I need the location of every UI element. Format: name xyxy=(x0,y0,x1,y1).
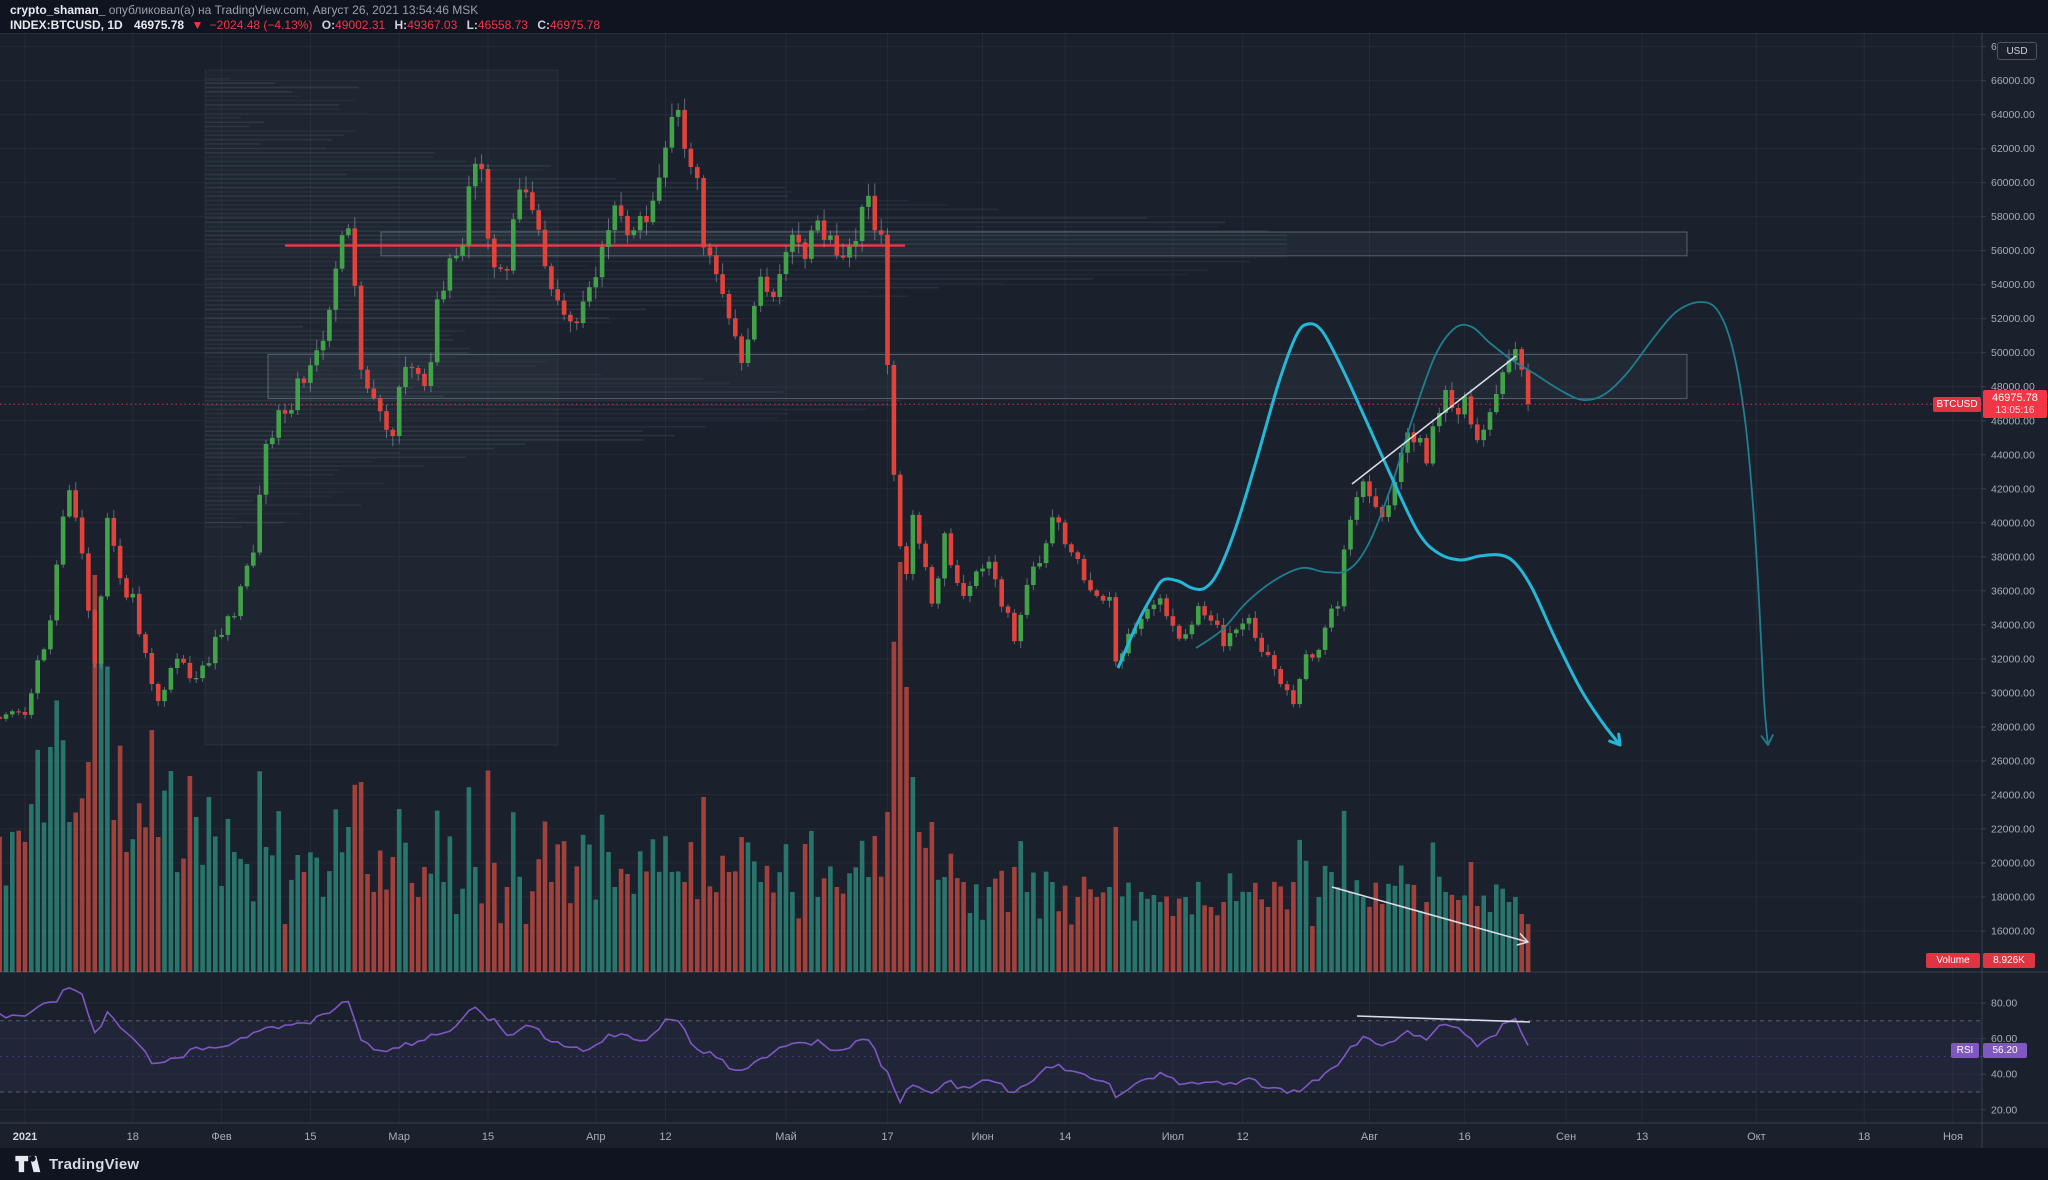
legend-low-label: L: xyxy=(466,18,478,32)
svg-text:18: 18 xyxy=(127,1131,139,1143)
svg-text:17: 17 xyxy=(881,1131,893,1143)
rsi-trendline xyxy=(1356,1015,1531,1023)
publisher-line: crypto_shaman_ опубликовал(а) на Trading… xyxy=(10,3,478,17)
svg-text:60000.00: 60000.00 xyxy=(1991,177,2035,189)
legend-open-value: 49002.31 xyxy=(335,18,386,32)
current-price-badge: 46975.78 13:05:16 xyxy=(1983,390,2047,418)
teal-projection-curve xyxy=(1195,301,1774,746)
legend-close-label: C: xyxy=(537,18,550,32)
svg-text:20000.00: 20000.00 xyxy=(1991,857,2035,869)
grid xyxy=(0,33,1982,1123)
legend-change: −2024.48 (−4.13%) xyxy=(209,18,313,32)
volume-indicator-label: Volume xyxy=(1926,953,1980,968)
svg-text:Сен: Сен xyxy=(1556,1131,1576,1143)
svg-text:Ноя: Ноя xyxy=(1943,1131,1963,1143)
svg-text:18: 18 xyxy=(1858,1131,1870,1143)
svg-text:40.00: 40.00 xyxy=(1991,1069,2017,1081)
legend-low-value: 46558.73 xyxy=(477,18,528,32)
cyan-projection-curve xyxy=(1116,322,1622,747)
volume-profile-bars xyxy=(205,78,1287,528)
svg-text:28000.00: 28000.00 xyxy=(1991,721,2035,733)
svg-text:62000.00: 62000.00 xyxy=(1991,143,2035,155)
svg-text:60.00: 60.00 xyxy=(1991,1033,2017,1045)
time-axis[interactable] xyxy=(0,1123,1982,1148)
symbol-interval[interactable]: INDEX:BTCUSD, 1D xyxy=(10,18,123,32)
svg-text:26000.00: 26000.00 xyxy=(1991,755,2035,767)
svg-text:22000.00: 22000.00 xyxy=(1991,823,2035,835)
svg-text:Окт: Окт xyxy=(1747,1131,1766,1143)
price-trendline xyxy=(1351,355,1517,485)
candles-layer xyxy=(0,98,1531,723)
svg-text:2021: 2021 xyxy=(13,1131,37,1143)
svg-text:32000.00: 32000.00 xyxy=(1991,653,2035,665)
svg-text:20.00: 20.00 xyxy=(1991,1104,2017,1116)
svg-text:12: 12 xyxy=(1237,1131,1249,1143)
svg-text:16: 16 xyxy=(1458,1131,1470,1143)
symbol-price-label: BTCUSD xyxy=(1933,397,1981,412)
publisher-name[interactable]: crypto_shaman_ xyxy=(10,3,106,17)
legend-close-value: 46975.78 xyxy=(550,18,601,32)
rsi-value-badge: 56.20 xyxy=(1983,1043,2027,1058)
price-axis-labels: 68000.0066000.0064000.0062000.0060000.00… xyxy=(1982,41,2035,1116)
pane-borders xyxy=(0,32,2048,1148)
svg-text:18000.00: 18000.00 xyxy=(1991,891,2035,903)
legend-last-price: 46975.78 xyxy=(134,18,185,32)
rsi-indicator-label: RSI xyxy=(1951,1043,1979,1058)
svg-text:Апр: Апр xyxy=(586,1131,605,1143)
volume-bars xyxy=(0,562,1531,972)
svg-text:42000.00: 42000.00 xyxy=(1991,483,2035,495)
svg-text:40000.00: 40000.00 xyxy=(1991,517,2035,529)
rsi-line xyxy=(0,987,1529,1105)
svg-text:38000.00: 38000.00 xyxy=(1991,551,2035,563)
svg-text:16000.00: 16000.00 xyxy=(1991,926,2035,938)
rsi-pane xyxy=(0,987,1982,1105)
symbol-legend: INDEX:BTCUSD, 1D 46975.78 ▼ −2024.48 (−4… xyxy=(10,18,600,32)
legend-high-value: 49367.03 xyxy=(407,18,458,32)
footer-bar: TradingView xyxy=(0,1148,2048,1180)
tradingview-logo-icon[interactable] xyxy=(14,1153,41,1175)
svg-text:46000.00: 46000.00 xyxy=(1991,415,2035,427)
time-axis-labels: 2021 18 Фев 15 Мар 15 Апр 12 Май 17 Июн 14 Июл 12 Авг 1… xyxy=(13,1131,1963,1143)
legend-high-label: H: xyxy=(394,18,408,32)
svg-text:64000.00: 64000.00 xyxy=(1991,109,2035,121)
volume-trendline-arrow xyxy=(1331,886,1529,946)
svg-text:15: 15 xyxy=(304,1131,316,1143)
svg-text:54000.00: 54000.00 xyxy=(1991,279,2035,291)
header-bar: crypto_shaman_ опубликовал(а) на Trading… xyxy=(0,0,2048,33)
svg-text:Июн: Июн xyxy=(971,1131,993,1143)
svg-text:14: 14 xyxy=(1059,1131,1071,1143)
svg-text:36000.00: 36000.00 xyxy=(1991,585,2035,597)
price-zone-boxes xyxy=(267,231,1688,400)
current-price-value: 46975.78 xyxy=(1992,392,2038,404)
svg-text:15: 15 xyxy=(482,1131,494,1143)
svg-text:Фев: Фев xyxy=(211,1131,231,1143)
svg-text:13: 13 xyxy=(1636,1131,1648,1143)
svg-text:66000.00: 66000.00 xyxy=(1991,75,2035,87)
volume-value-badge: 8.926K xyxy=(1983,953,2035,968)
direction-down-icon: ▼ xyxy=(191,18,204,32)
legend-open-label: O: xyxy=(321,18,336,32)
publisher-meta: опубликовал(а) на TradingView.com, Авгус… xyxy=(105,3,479,17)
svg-text:34000.00: 34000.00 xyxy=(1991,619,2035,631)
currency-toggle-button[interactable]: USD xyxy=(1997,42,2037,60)
svg-text:52000.00: 52000.00 xyxy=(1991,313,2035,325)
svg-text:Мар: Мар xyxy=(388,1131,410,1143)
svg-text:Авг: Авг xyxy=(1361,1131,1378,1143)
svg-text:58000.00: 58000.00 xyxy=(1991,211,2035,223)
svg-text:24000.00: 24000.00 xyxy=(1991,789,2035,801)
bar-countdown-timer: 13:05:16 xyxy=(1995,405,2035,416)
svg-text:30000.00: 30000.00 xyxy=(1991,687,2035,699)
svg-text:12: 12 xyxy=(659,1131,671,1143)
volume-profile-range xyxy=(204,69,559,746)
svg-text:50000.00: 50000.00 xyxy=(1991,347,2035,359)
tradingview-brand-text[interactable]: TradingView xyxy=(49,1155,140,1173)
svg-text:44000.00: 44000.00 xyxy=(1991,449,2035,461)
svg-text:Май: Май xyxy=(775,1131,797,1143)
svg-text:Июл: Июл xyxy=(1162,1131,1184,1143)
svg-text:56000.00: 56000.00 xyxy=(1991,245,2035,257)
svg-text:80.00: 80.00 xyxy=(1991,998,2017,1010)
